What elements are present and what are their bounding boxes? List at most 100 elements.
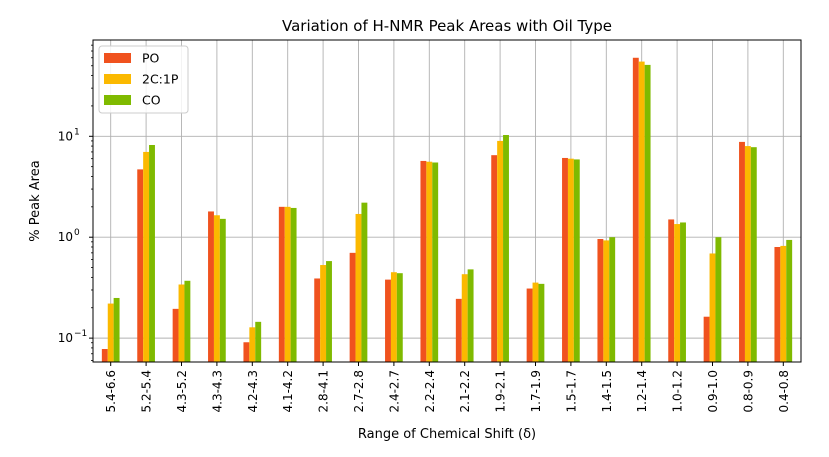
x-tick-label: 1.7-1.9 [529, 370, 543, 413]
bar-po-1.9-2.1 [491, 155, 498, 362]
legend-label: CO [142, 93, 161, 108]
bar-2c-1p-4.1-4.2 [284, 206, 291, 362]
x-tick-label: 1.5-1.7 [564, 370, 578, 413]
bar-2c-1p-4.2-4.3 [249, 327, 256, 362]
bar-po-2.2-2.4 [420, 160, 427, 362]
bar-co-4.1-4.2 [290, 207, 297, 362]
y-tick-exponent: 1 [74, 127, 80, 137]
y-tick-label: 10 [58, 230, 73, 244]
x-tick-label: 4.2-4.3 [246, 370, 260, 413]
bar-2c-1p-2.1-2.2 [461, 274, 468, 362]
bar-2c-1p-2.4-2.7 [390, 272, 397, 362]
bar-po-2.1-2.2 [455, 298, 462, 362]
bar-po-1.4-1.5 [597, 239, 604, 362]
x-tick-label: 2.4-2.7 [387, 370, 401, 413]
bar-po-4.1-4.2 [278, 206, 285, 362]
bar-co-0.4-0.8 [786, 239, 793, 362]
bar-co-4.3-5.2 [184, 280, 191, 362]
bar-po-4.3-5.2 [172, 308, 179, 362]
x-tick-label: 2.7-2.8 [352, 370, 366, 413]
x-tick-label: 4.3-4.3 [210, 370, 224, 413]
bar-po-2.4-2.7 [385, 279, 391, 362]
bar-po-4.2-4.3 [243, 342, 250, 362]
bar-po-2.8-4.1 [314, 278, 321, 362]
bar-po-2.7-2.8 [349, 252, 356, 362]
bar-co-2.2-2.4 [432, 162, 439, 362]
x-tick-label: 5.2-5.4 [140, 370, 154, 413]
x-tick-label: 0.8-0.9 [741, 370, 755, 413]
bar-2c-1p-0.8-0.9 [744, 146, 751, 362]
y-tick-exponent: −1 [74, 329, 87, 339]
bar-po-0.8-0.9 [739, 141, 745, 362]
bar-2c-1p-1.5-1.7 [567, 158, 574, 362]
legend: PO 2C:1P CO [98, 45, 189, 114]
bar-2c-1p-4.3-5.2 [178, 284, 185, 362]
bar-po-0.9-1.0 [703, 316, 710, 362]
bar-co-2.4-2.7 [396, 273, 403, 362]
x-tick-label: 1.2-1.4 [635, 370, 649, 413]
bar-2c-1p-1.7-1.9 [532, 282, 539, 362]
bar-co-1.4-1.5 [609, 237, 616, 362]
bar-2c-1p-5.2-5.4 [143, 151, 150, 362]
bar-co-1.7-1.9 [538, 283, 545, 362]
bar-po-0.4-0.8 [774, 246, 781, 362]
bar-2c-1p-1.2-1.4 [638, 61, 645, 362]
legend-swatch [104, 53, 131, 63]
y-tick-label: 10 [58, 129, 73, 143]
x-tick-label: 2.1-2.2 [458, 370, 472, 413]
plot-frame [92, 39, 802, 363]
legend-swatch [104, 95, 131, 105]
bar-co-5.2-5.4 [149, 144, 155, 362]
y-tick-base: 10 [58, 129, 73, 143]
bar-co-5.4-6.6 [113, 297, 120, 362]
bar-po-5.2-5.4 [137, 169, 144, 362]
bar-po-1.5-1.7 [562, 157, 568, 362]
x-tick-label: 1.4-1.5 [600, 370, 614, 413]
y-tick-base: 10 [58, 230, 73, 244]
bar-2c-1p-0.4-0.8 [780, 245, 787, 362]
x-tick-label: 1.0-1.2 [671, 370, 685, 413]
bar-co-2.7-2.8 [361, 202, 368, 362]
x-tick-label: 2.2-2.4 [423, 370, 437, 413]
x-tick-label: 4.1-4.2 [281, 370, 295, 413]
x-tick-label: 0.4-0.8 [777, 370, 791, 413]
bar-co-2.1-2.2 [467, 269, 474, 362]
bar-po-1.2-1.4 [632, 57, 639, 362]
legend-swatch [104, 74, 131, 84]
bar-co-1.2-1.4 [644, 64, 651, 363]
bar-2c-1p-1.0-1.2 [674, 224, 681, 362]
x-axis-label: Range of Chemical Shift (δ) [358, 427, 536, 442]
legend-label: 2C:1P [142, 72, 179, 87]
x-tick-label: 2.8-4.1 [317, 370, 331, 413]
bar-2c-1p-2.2-2.4 [426, 161, 433, 362]
bar-co-2.8-4.1 [326, 261, 332, 362]
y-tick-label: 10 [58, 331, 73, 345]
bar-2c-1p-5.4-6.6 [107, 303, 114, 362]
bar-2c-1p-0.9-1.0 [709, 253, 716, 362]
bar-po-1.7-1.9 [526, 288, 533, 362]
bar-2c-1p-4.3-4.3 [213, 215, 220, 362]
bar-2c-1p-2.7-2.8 [355, 213, 362, 362]
y-tick-exponent: 0 [74, 228, 80, 238]
y-axis-label: % Peak Area [28, 160, 43, 241]
x-tick-label: 1.9-2.1 [494, 370, 508, 413]
bar-po-5.4-6.6 [101, 349, 108, 362]
bar-co-1.0-1.2 [680, 222, 686, 362]
bar-series [101, 57, 793, 363]
bar-co-1.5-1.7 [573, 159, 580, 362]
bar-co-4.2-4.3 [255, 321, 262, 362]
bar-2c-1p-2.8-4.1 [320, 265, 327, 362]
x-tick-label: 4.3-5.2 [175, 370, 189, 413]
bar-2c-1p-1.9-2.1 [497, 140, 504, 362]
plot-background [93, 40, 801, 362]
x-tick-label: 5.4-6.6 [104, 370, 118, 413]
bar-co-0.8-0.9 [750, 147, 757, 362]
bar-po-1.0-1.2 [668, 219, 675, 362]
bar-po-4.3-4.3 [208, 211, 214, 362]
legend-label: PO [142, 51, 160, 66]
bar-co-4.3-4.3 [219, 218, 226, 362]
chart-title: Variation of H-NMR Peak Areas with Oil T… [282, 17, 612, 35]
y-tick-base: 10 [58, 331, 73, 345]
